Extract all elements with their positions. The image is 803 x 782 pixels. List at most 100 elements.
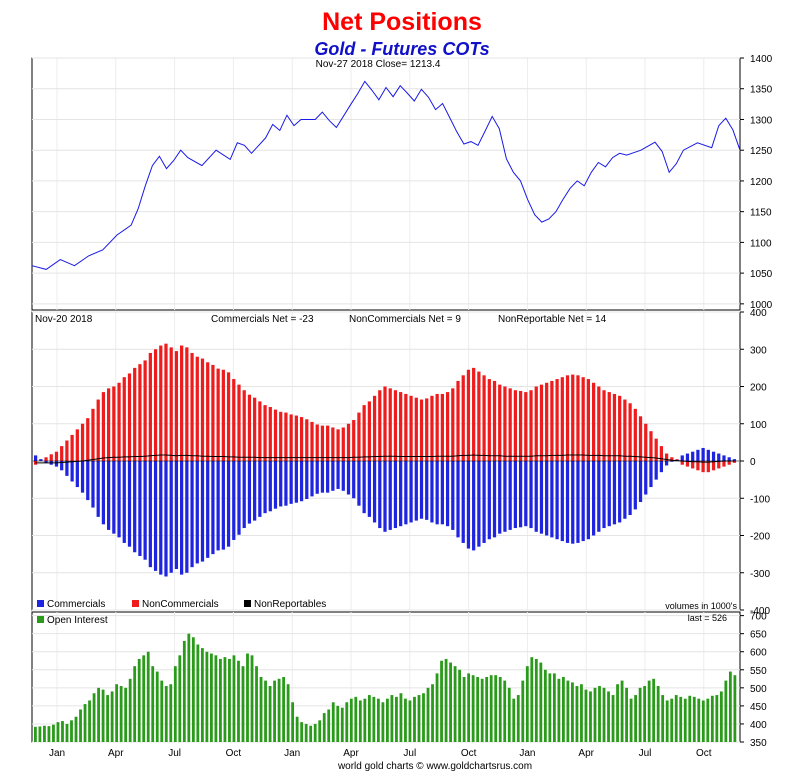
noncommercials-bar [586,379,590,461]
commercials-bar [54,461,59,467]
open-interest-bar [674,695,678,742]
commercials-bar [357,461,361,506]
price-tick-label: 1050 [750,269,773,280]
open-interest-bar [133,666,137,742]
open-interest-bar [688,695,692,742]
noncommercials-bar [357,412,361,461]
commercials-bar [232,461,236,540]
price-gridlines [32,57,740,310]
noncommercials-bar [508,388,512,461]
noncommercials-bar [456,380,460,461]
noncommercials-bar [555,379,559,461]
noncommercials-bar [680,461,684,465]
commercials-bar [701,447,705,461]
open-interest-bar [426,687,430,742]
x-tick-label: Jul [403,748,416,759]
noncommercials-bar [701,461,705,473]
noncommercials-bar [299,417,304,461]
commercials-bar [107,461,111,530]
commercials-bar [498,461,502,534]
noncommercials-bar [529,390,533,461]
open-interest-bar [539,662,543,742]
noncommercials-bar [571,374,575,461]
open-interest-bar [471,675,475,742]
commercials-bar [560,461,564,542]
open-interest-bar [458,669,462,742]
noncommercials-bar [623,399,627,461]
noncommercials-bar [534,386,538,461]
commercials-bar [445,461,450,527]
noncommercials-bar [524,392,528,461]
noncommercials-bar [649,431,653,461]
open-interest-bar [453,666,457,742]
open-interest-bar [128,678,132,742]
commercials-bar [378,461,382,529]
commercials-bar [206,461,210,558]
x-tick-label: Apr [578,748,594,759]
open-interest-bar [83,704,87,742]
commercials-bar [503,461,507,532]
commercials-bar [597,461,601,532]
open-interest-bar [733,675,737,742]
commercials-bar [237,461,241,535]
commercials-bar [602,461,606,529]
commercials-bar [529,461,533,529]
open-interest-bar [282,677,286,742]
open-interest-bar [322,713,326,742]
open-interest-bar [386,698,389,742]
commercials-bar [628,461,632,516]
commercials-bar [273,461,278,509]
x-tick-label: Apr [343,748,359,759]
noncommercials-bar [190,352,194,461]
legend-nonreportables-swatch [244,600,251,607]
commercials-bar [696,449,700,461]
open-interest-bar [620,680,624,742]
open-interest-bar [146,651,150,742]
open-interest-bar [399,693,403,742]
open-interest-bar [196,644,200,742]
noncommercials-bar [430,395,434,461]
noncommercials-bar [414,397,418,461]
commercials-bar [310,461,314,497]
open-interest-bar [61,721,64,742]
noncommercials-bar [727,461,731,465]
open-interest-bar [525,666,529,742]
noncommercials-bar [581,377,585,461]
commercials-bar [623,461,627,519]
open-interest-bar [106,695,110,742]
commercials-bar [279,461,283,507]
price-panel [31,57,741,311]
noncommercials-bar [732,461,737,463]
commercials-bar [722,455,726,461]
open-interest-bar [390,695,394,742]
commercials-bar [518,461,523,528]
commercials-bar [169,461,173,573]
open-interest-bar [444,658,448,742]
commercials-bar [221,461,225,550]
noncommercials-bar [331,427,335,461]
open-interest-bar [259,677,263,742]
cot-tick-label: 400 [750,308,767,319]
open-interest-bar [494,675,498,742]
noncommercials-bar [164,343,168,461]
cot-tick-label: -300 [750,569,770,580]
commercials-bar [414,461,418,521]
noncommercials-bar [49,454,53,461]
open-interest-bar [611,695,615,742]
noncommercials-bar [685,461,690,467]
noncommercials-bar [711,461,716,471]
open-interest-bar [56,722,60,742]
open-interest-bar [557,678,561,742]
commercials-net-label: Commercials Net = -23 [211,314,314,325]
commercials-bar [346,461,351,495]
open-interest-bar [367,695,371,742]
noncommercials-bar [284,412,288,461]
open-interest-bar [435,673,439,742]
commercials-bar [654,461,658,480]
open-interest-bar [155,671,159,742]
noncommercials-bar [659,446,664,461]
x-tick-label: Jan [519,748,535,759]
commercials-bar [409,461,413,523]
open-interest-bar [119,686,123,742]
open-interest-bar [381,702,385,742]
